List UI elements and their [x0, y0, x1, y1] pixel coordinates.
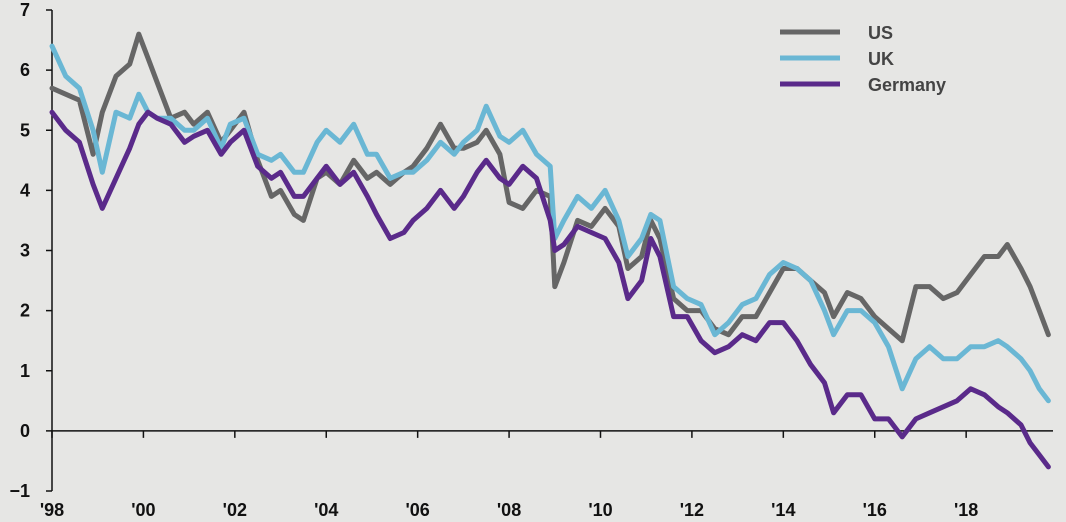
y-tick-label: 1 — [20, 361, 30, 381]
y-tick-label: −1 — [9, 481, 30, 501]
x-tick-label: '00 — [131, 500, 155, 520]
y-tick-label: 7 — [20, 0, 30, 20]
legend: US UK Germany — [780, 23, 946, 95]
x-tick-label: '14 — [771, 500, 795, 520]
series-line-germany — [49, 109, 1051, 470]
y-tick-label: 0 — [20, 421, 30, 441]
x-tick-label: '06 — [406, 500, 430, 520]
x-tick-label: '98 — [40, 500, 64, 520]
y-tick-label: 4 — [20, 180, 30, 200]
y-tick-label: 5 — [20, 120, 30, 140]
x-tick-label: '02 — [223, 500, 247, 520]
x-tick-label: '10 — [588, 500, 612, 520]
x-tick-label: '08 — [497, 500, 521, 520]
y-tick-label: 2 — [20, 301, 30, 321]
series-line-uk — [49, 43, 1051, 404]
x-tick-label: '16 — [863, 500, 887, 520]
legend-label-germany: Germany — [868, 75, 946, 95]
x-tick-label: '12 — [680, 500, 704, 520]
series-layer — [49, 31, 1051, 470]
y-tick-label: 6 — [20, 60, 30, 80]
legend-label-uk: UK — [868, 49, 894, 69]
x-tick-label: '04 — [314, 500, 338, 520]
x-tick-label: '18 — [954, 500, 978, 520]
axes: −1 0 1 2 3 4 5 6 7 '98 '00 '02 '04 '06 '08 '10 '12 '14 '16… — [9, 0, 1053, 520]
legend-label-us: US — [868, 23, 893, 43]
y-tick-label: 3 — [20, 241, 30, 261]
